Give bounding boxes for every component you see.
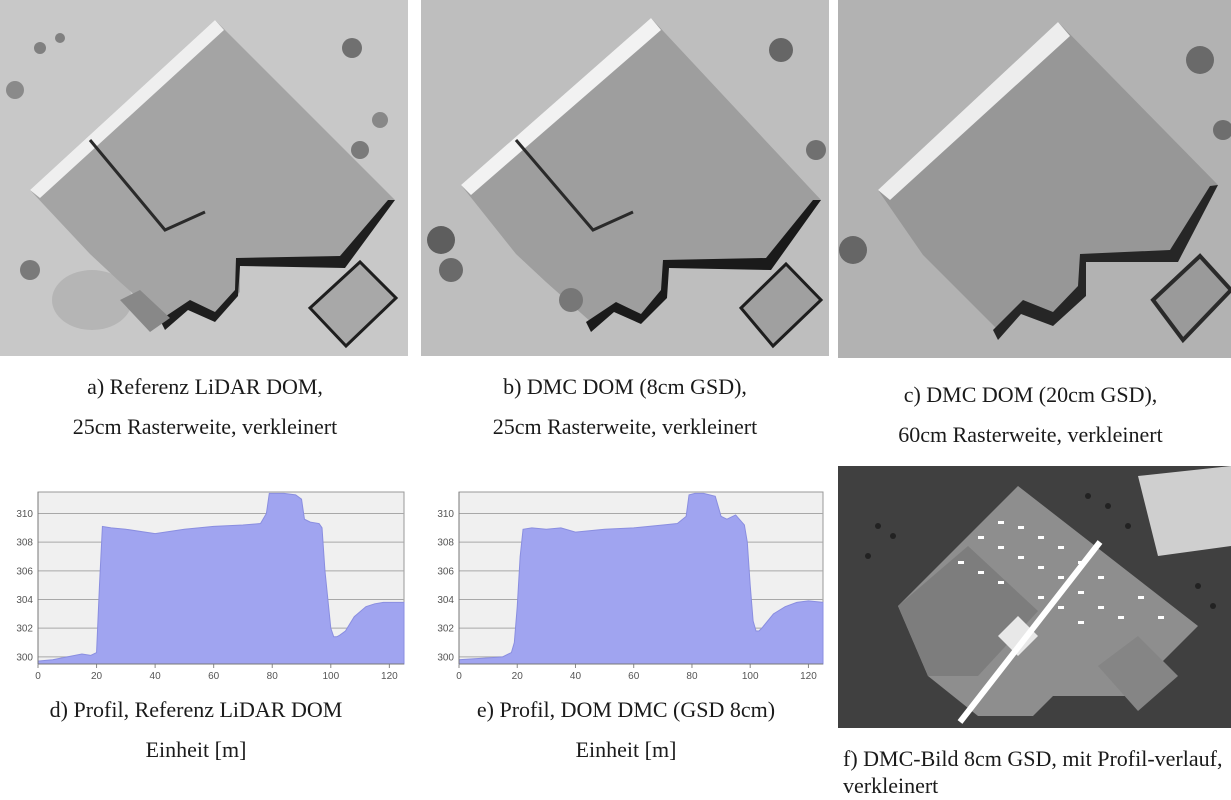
x-tick-label-0: 0 — [456, 671, 462, 682]
caption-a-line2: 25cm Rasterweite, verkleinert — [72, 414, 338, 439]
y-tick-label-308: 308 — [16, 538, 33, 549]
x-tick-label-120: 120 — [800, 671, 817, 682]
y-tick-label-302: 302 — [437, 624, 454, 635]
chart-e-profile-dmc: 300 302 304 306 308 310 0 20 40 60 80 100 120 — [421, 478, 829, 688]
y-tick-label-310: 310 — [16, 509, 33, 520]
x-tick-label-100: 100 — [322, 671, 339, 682]
caption-e-line1: e) Profil, DOM DMC (GSD 8cm) — [476, 697, 776, 722]
profile-area-e-0 — [458, 492, 824, 665]
caption-b: b) DMC DOM (8cm GSD), 25cm Rasterweite, … — [421, 367, 829, 447]
x-tick-label-60: 60 — [208, 671, 220, 682]
x-tick-label-80: 80 — [267, 671, 279, 682]
image-f-dmc-photo-with-profile — [838, 466, 1231, 728]
y-tick-label-304: 304 — [16, 595, 33, 606]
image-c-dmc-dom-20cm — [838, 0, 1231, 358]
caption-a-line1: a) Referenz LiDAR DOM, — [87, 374, 323, 399]
caption-f: f) DMC-Bild 8cm GSD, mit Profil-verlauf,… — [843, 745, 1228, 799]
y-tick-label-304: 304 — [437, 595, 454, 606]
caption-d-line2: Einheit [m] — [145, 737, 247, 762]
y-tick-label-302: 302 — [16, 624, 33, 635]
image-b-dmc-dom-8cm — [421, 0, 829, 356]
x-tick-label-20: 20 — [91, 671, 103, 682]
caption-c-line2: 60cm Rasterweite, verkleinert — [898, 422, 1163, 447]
y-tick-label-300: 300 — [16, 652, 33, 663]
y-tick-label-306: 306 — [16, 566, 33, 577]
caption-c: c) DMC DOM (20cm GSD), 60cm Rasterweite,… — [830, 375, 1231, 455]
y-tick-label-306: 306 — [437, 566, 454, 577]
x-tick-label-60: 60 — [628, 671, 640, 682]
chart-d-profile-lidar: 300 302 304 306 308 310 0 20 40 60 80 100 120 — [0, 478, 410, 688]
caption-e-line2: Einheit [m] — [575, 737, 677, 762]
caption-b-line1: b) DMC DOM (8cm GSD), — [503, 374, 747, 399]
x-tick-label-80: 80 — [686, 671, 698, 682]
y-tick-label-308: 308 — [437, 538, 454, 549]
x-tick-label-0: 0 — [35, 671, 41, 682]
x-tick-label-40: 40 — [150, 671, 162, 682]
chart-e-svg: 300 302 304 306 308 310 0 20 40 60 80 100 120 — [437, 491, 824, 682]
y-tick-label-300: 300 — [437, 652, 454, 663]
x-tick-label-120: 120 — [381, 671, 398, 682]
caption-f-text: f) DMC-Bild 8cm GSD, mit Profil-verlauf,… — [843, 746, 1223, 798]
profile-line — [957, 540, 1103, 724]
caption-d: d) Profil, Referenz LiDAR DOM Einheit [m… — [0, 690, 392, 770]
x-tick-label-100: 100 — [742, 671, 759, 682]
x-tick-label-40: 40 — [570, 671, 582, 682]
caption-c-line1: c) DMC DOM (20cm GSD), — [903, 382, 1158, 407]
caption-a: a) Referenz LiDAR DOM, 25cm Rasterweite,… — [0, 367, 410, 447]
caption-d-line1: d) Profil, Referenz LiDAR DOM — [49, 697, 343, 722]
chart-d-svg: 300 302 304 306 308 310 0 20 40 60 80 100 120 — [16, 491, 405, 682]
y-tick-label-310: 310 — [437, 509, 454, 520]
caption-b-line2: 25cm Rasterweite, verkleinert — [492, 414, 758, 439]
profile-area-d-0 — [37, 492, 405, 665]
image-a-lidar-dom — [0, 0, 408, 356]
caption-e: e) Profil, DOM DMC (GSD 8cm) Einheit [m] — [421, 690, 831, 770]
x-tick-label-20: 20 — [512, 671, 524, 682]
